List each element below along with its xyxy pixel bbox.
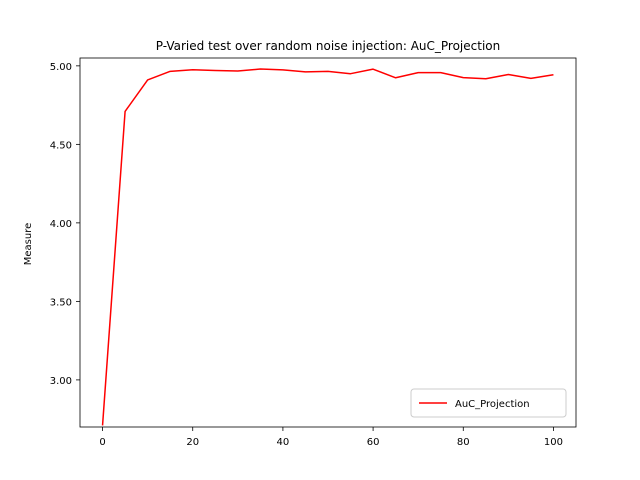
y-tick-label: 4.00 (50, 219, 72, 230)
y-tick-label: 3.50 (50, 297, 72, 308)
x-tick-label: 80 (457, 437, 470, 448)
x-tick-label: 100 (544, 437, 563, 448)
x-tick-label: 40 (277, 437, 290, 448)
legend-box (410, 388, 567, 418)
plot-area: 0 20 40 60 80 100 3.00 3.50 4.00 4.50 5.00 AuC_Proj… (50, 57, 577, 448)
y-axis-label: Measure (23, 223, 34, 266)
x-tick-label: 60 (367, 437, 380, 448)
x-tick-label: 20 (186, 437, 199, 448)
x-tick-label: 0 (99, 437, 105, 448)
y-tick-label: 5.00 (50, 62, 72, 73)
chart-title: P-Varied test over random noise injectio… (156, 39, 500, 53)
y-tick-label: 3.00 (50, 376, 72, 387)
plot-frame (79, 57, 577, 428)
legend-label: AuC_Projection (455, 399, 530, 410)
y-tick-label: 4.50 (50, 140, 72, 151)
